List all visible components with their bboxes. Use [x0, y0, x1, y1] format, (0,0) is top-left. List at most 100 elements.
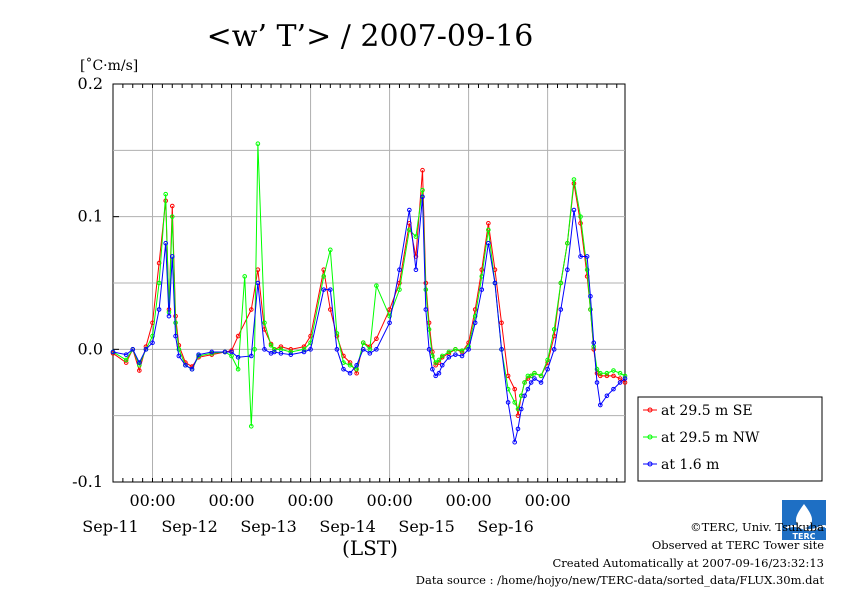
data-point [423, 307, 429, 312]
data-point [235, 366, 241, 372]
x-tick-time-label: 00:00 [129, 491, 175, 510]
data-point [308, 347, 313, 352]
data-point [176, 347, 182, 352]
data-point [110, 349, 116, 355]
data-point [433, 362, 438, 368]
data-point [288, 349, 294, 355]
data-point [166, 313, 172, 319]
data-point [328, 287, 333, 292]
footer-data-source: Data source : /home/hojyo/new/TERC-data/… [415, 573, 824, 587]
data-point [525, 386, 531, 392]
data-point [551, 327, 557, 332]
data-point [571, 207, 577, 213]
data-point [130, 347, 136, 352]
data-point [611, 373, 616, 379]
data-point [571, 177, 577, 182]
data-point [528, 380, 534, 385]
data-point [622, 373, 628, 379]
legend-marker [647, 434, 653, 440]
data-point [512, 386, 517, 392]
data-point [459, 348, 465, 353]
y-axis-unit-label: [˚C·m/s] [80, 57, 138, 74]
data-point [235, 354, 241, 360]
data-point [413, 267, 419, 273]
x-tick-time-label: 00:00 [525, 491, 571, 510]
data-point [545, 366, 550, 372]
data-point [387, 320, 392, 326]
data-point [439, 353, 445, 359]
data-point [512, 439, 517, 445]
data-point [360, 347, 366, 352]
series-line [112, 170, 626, 416]
data-point [413, 234, 419, 239]
data-point [436, 370, 442, 376]
data-point [183, 362, 188, 368]
y-tick-label: 0.1 [78, 207, 103, 226]
chart-title: <w’ T’> / 2007-09-16 [207, 19, 534, 54]
data-point [479, 267, 485, 273]
data-point [565, 267, 570, 273]
x-tick-time-label: 00:00 [446, 491, 492, 510]
series-1 [110, 167, 628, 418]
data-point [137, 360, 142, 365]
data-point [598, 402, 603, 408]
y-tick-label: 0.0 [78, 339, 103, 358]
data-point [433, 360, 438, 365]
data-point [156, 280, 162, 286]
data-point [486, 221, 491, 226]
data-point [367, 351, 373, 356]
data-point [360, 340, 366, 346]
data-point [248, 307, 254, 312]
data-point [604, 393, 610, 399]
data-point [288, 347, 294, 352]
data-point [591, 340, 597, 346]
series-line [112, 143, 626, 427]
data-point [196, 352, 201, 357]
data-point [578, 214, 583, 219]
data-point [522, 380, 527, 385]
data-point [328, 247, 333, 253]
data-point [532, 370, 537, 376]
x-tick-time-label: 00:00 [208, 491, 254, 510]
data-point [123, 357, 129, 363]
logo-text: TERC [793, 532, 816, 540]
data-point [439, 362, 445, 368]
data-point [347, 360, 353, 365]
data-point [518, 406, 524, 412]
gridlines [112, 84, 625, 482]
data-point [278, 344, 284, 349]
legend-label: at 1.6 m [661, 457, 719, 473]
data-point [499, 320, 504, 326]
x-axis-label: (LST) [342, 536, 398, 560]
data-point [222, 349, 228, 355]
series-2 [110, 141, 628, 429]
data-point [486, 240, 491, 246]
legend-marker [647, 407, 653, 413]
data-point [584, 254, 590, 259]
data-point [578, 254, 583, 259]
data-point [499, 347, 504, 352]
data-point [565, 240, 570, 246]
data-point [334, 347, 340, 352]
terc-logo-icon: TERC [782, 500, 826, 540]
data-point [538, 373, 544, 379]
data-point [420, 167, 425, 173]
data-point [301, 344, 307, 349]
x-tick-time-label: 00:00 [367, 491, 413, 510]
data-point [558, 280, 564, 286]
data-point [143, 347, 149, 352]
x-tick-time-label: 00:00 [288, 491, 334, 510]
series-3 [110, 194, 628, 445]
data-point [453, 352, 458, 357]
data-point [430, 366, 435, 372]
data-point [397, 267, 402, 273]
data-point [558, 307, 564, 312]
data-point [123, 360, 129, 365]
data-point [278, 351, 284, 356]
data-point [594, 380, 600, 385]
data-point [622, 376, 628, 381]
data-point [459, 353, 465, 359]
data-point [229, 349, 234, 355]
data-point [235, 333, 241, 339]
data-point [479, 287, 485, 292]
